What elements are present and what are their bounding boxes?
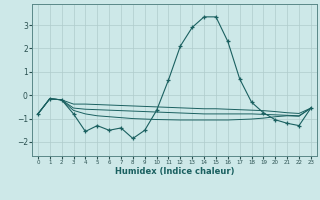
X-axis label: Humidex (Indice chaleur): Humidex (Indice chaleur) bbox=[115, 167, 234, 176]
